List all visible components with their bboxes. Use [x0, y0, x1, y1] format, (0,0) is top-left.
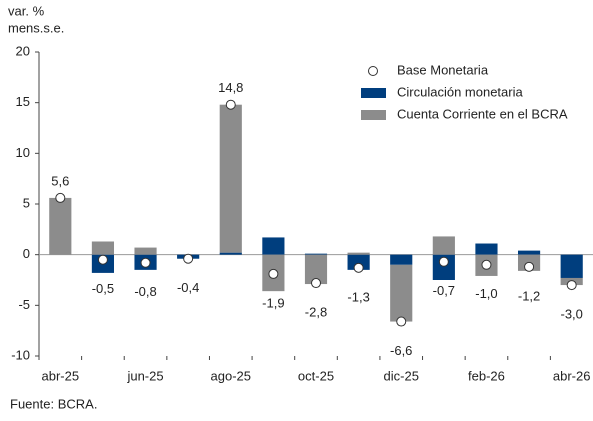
data-label: 5,6: [51, 173, 69, 188]
bar: [560, 254, 583, 278]
source: Fuente: BCRA.: [10, 396, 97, 411]
data-label: 14,8: [218, 80, 243, 95]
y-tick-label: -10: [11, 347, 30, 362]
point: [311, 278, 321, 289]
x-tick-label: dic-25: [384, 368, 419, 383]
bar: [134, 247, 157, 255]
y-tick-label: 10: [16, 145, 30, 160]
bar: [347, 252, 370, 255]
data-label: -0,4: [177, 280, 199, 295]
bar: [304, 254, 328, 285]
y-axis-title: mens.s.e.: [8, 20, 64, 35]
data-label: -1,9: [262, 295, 284, 310]
legend-label: Circulación monetaria: [397, 84, 523, 99]
data-label: -1,0: [475, 286, 497, 301]
bar: [390, 264, 413, 322]
point: [353, 262, 364, 273]
bar: [219, 104, 242, 253]
point: [97, 254, 108, 265]
bar: [219, 252, 242, 255]
point: [566, 280, 577, 291]
data-label: -1,2: [518, 288, 540, 303]
point: [140, 257, 151, 268]
data-label: -1,3: [347, 289, 369, 304]
data-label: -0,8: [134, 284, 156, 299]
data-label: -2,8: [305, 304, 327, 319]
point: [183, 253, 194, 264]
y-axis-title: var. %: [8, 3, 45, 18]
bar: [390, 254, 413, 265]
y-tick-label: -5: [18, 297, 30, 312]
data-label: -3,0: [560, 307, 582, 322]
bar: [347, 254, 370, 270]
legend-label: Cuenta Corriente en el BCRA: [397, 106, 568, 121]
bar: [262, 237, 285, 255]
y-tick-label: 20: [16, 43, 30, 58]
bar: [475, 243, 498, 255]
bar: [432, 236, 455, 255]
y-tick-label: 5: [23, 195, 30, 210]
x-tick-label: jun-25: [126, 368, 163, 383]
bar: [517, 250, 541, 255]
legend-label: Base Monetaria: [397, 62, 489, 77]
x-tick-label: oct-25: [298, 368, 334, 383]
point: [396, 316, 407, 327]
y-tick-label: 0: [23, 246, 30, 261]
x-tick-label: ago-25: [211, 368, 251, 383]
point: [481, 259, 492, 270]
x-tick-label: feb-26: [468, 368, 505, 383]
point: [268, 268, 279, 279]
point: [55, 192, 66, 203]
data-label: -0,5: [92, 281, 114, 296]
point: [524, 261, 535, 272]
legend-marker: [361, 110, 386, 120]
bar: [304, 253, 328, 255]
legend-marker: [368, 66, 378, 76]
y-tick-label: 15: [16, 94, 30, 109]
point: [438, 256, 449, 267]
bar: [91, 241, 115, 255]
legend-marker: [361, 88, 386, 98]
bar: [432, 254, 455, 280]
data-label: -6,6: [390, 343, 412, 358]
x-tick-label: abr-26: [553, 368, 591, 383]
x-tick-label: abr-25: [42, 368, 80, 383]
bar: [49, 197, 72, 255]
point: [225, 99, 236, 110]
data-label: -0,7: [433, 283, 455, 298]
